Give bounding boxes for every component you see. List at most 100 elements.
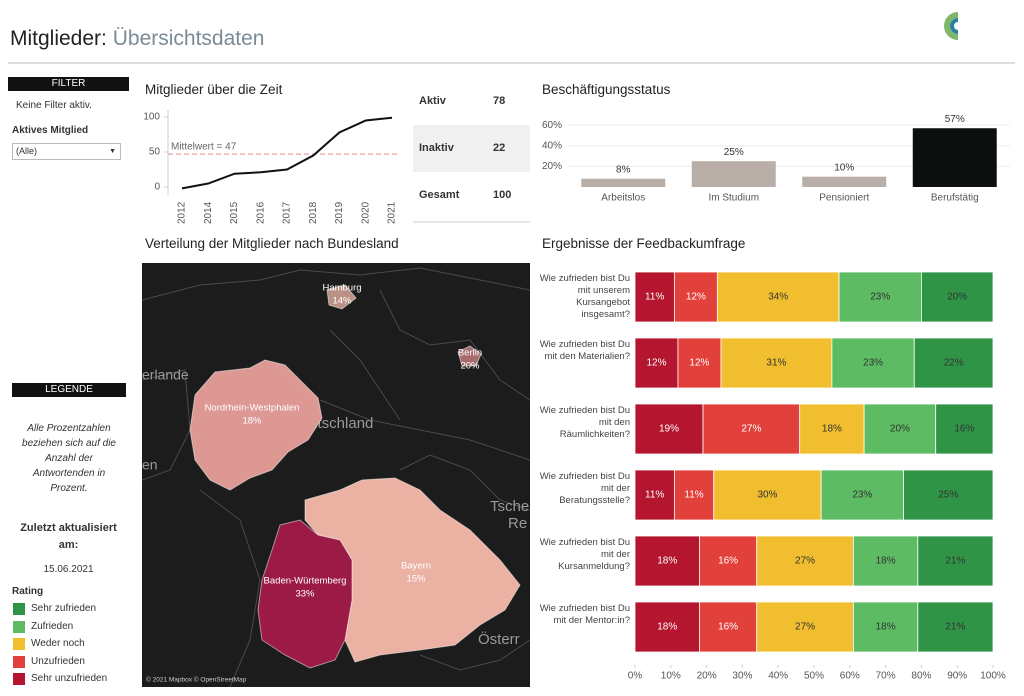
kpi-label: Aktiv xyxy=(419,95,446,107)
value-label: 31% xyxy=(766,358,786,369)
filter-heading: FILTER xyxy=(8,77,129,91)
bar xyxy=(691,161,776,187)
legend-swatch xyxy=(13,673,25,685)
value-label: 21% xyxy=(945,556,965,567)
map-background-label: Tsche xyxy=(490,498,529,515)
updated-date: 15.06.2021 xyxy=(43,564,94,575)
bar-segment xyxy=(852,535,919,587)
legend-swatch xyxy=(13,638,25,650)
x-tick-label: 2019 xyxy=(334,201,345,224)
region-value: 33% xyxy=(295,589,315,600)
value-label: 25% xyxy=(938,490,958,501)
map-region xyxy=(257,519,353,669)
x-tick-label: 2014 xyxy=(203,201,214,224)
map-region xyxy=(189,359,323,491)
kpi-row: Aktiv 78 xyxy=(413,78,530,125)
kpi-label: Inaktiv xyxy=(419,142,454,154)
value-label: 27% xyxy=(741,424,761,435)
x-tick-label: 70% xyxy=(876,671,896,682)
bar-segment xyxy=(903,469,994,521)
value-label: 18% xyxy=(657,556,677,567)
x-tick-label: 90% xyxy=(947,671,967,682)
y-tick-label: 0 xyxy=(154,182,160,193)
bar-segment xyxy=(820,469,904,521)
x-tick-label: 40% xyxy=(768,671,788,682)
x-tick-label: 2016 xyxy=(255,201,266,224)
bar-segment xyxy=(634,535,700,587)
legend-note: Alle Prozentzahlen beziehen sich auf die… xyxy=(22,423,116,494)
bar-segment xyxy=(634,469,675,521)
value-label: 30% xyxy=(757,490,777,501)
bar-segment xyxy=(935,403,994,455)
value-label: 23% xyxy=(863,358,883,369)
filter-value: (Alle) xyxy=(16,146,38,156)
value-label: 27% xyxy=(795,622,815,633)
kpi-value: 22 xyxy=(493,142,506,154)
legend-label: Zufrieden xyxy=(31,620,74,632)
value-label: 11% xyxy=(645,292,664,303)
x-tick-label: 80% xyxy=(911,671,931,682)
bar-segment xyxy=(852,601,919,653)
category-label: Wie zufrieden bist Du mit der Mentor:in? xyxy=(539,603,630,626)
value-label: 18% xyxy=(657,622,677,633)
bar-segment xyxy=(799,403,865,455)
filter-note: Keine Filter aktiv. xyxy=(16,100,92,111)
bar-segment xyxy=(756,601,854,653)
bar-segment xyxy=(702,403,801,455)
x-tick-label: 30% xyxy=(732,671,752,682)
x-tick-label: 2020 xyxy=(360,201,371,224)
chart-title: Verteilung der Mitglieder nach Bundeslan… xyxy=(145,236,399,251)
filter-label: Aktives Mitglied xyxy=(12,125,89,136)
bar-segment xyxy=(863,403,937,455)
bar-segment xyxy=(921,271,994,323)
bar-segment xyxy=(673,271,718,323)
bar-segment xyxy=(838,271,922,323)
y-tick-label: 50 xyxy=(149,147,161,158)
region-label: Hamburg xyxy=(322,283,361,294)
value-label: 16% xyxy=(718,556,738,567)
legend-swatch xyxy=(13,655,25,668)
region-label: Bayern xyxy=(401,561,431,572)
bar-segment xyxy=(699,535,758,587)
value-label: 21% xyxy=(945,622,965,633)
x-tick-label: 2015 xyxy=(229,201,240,224)
legend-label: Weder noch xyxy=(31,638,85,649)
category-label: Wie zufrieden bist Du mit der Kursanmeld… xyxy=(539,537,630,572)
value-label: 23% xyxy=(870,292,890,303)
y-tick-label: 40% xyxy=(542,140,562,151)
legend-heading: LEGENDE xyxy=(12,383,126,397)
bar-segment xyxy=(756,535,854,587)
x-tick-label: 50% xyxy=(804,671,824,682)
region-label: Nordrhein-Westphalen xyxy=(205,403,300,414)
kpi-value: 100 xyxy=(493,189,512,201)
dropdown-arrow: ▼ xyxy=(109,148,116,155)
reference-label: Mittelwert = 47 xyxy=(171,142,237,153)
value-label: 20% xyxy=(947,292,967,303)
x-tick-label: 20% xyxy=(697,671,717,682)
filter-select[interactable]: (Alle) ▼ xyxy=(12,143,121,160)
bar-segment xyxy=(913,337,994,389)
value-label: 18% xyxy=(876,556,896,567)
bar-segment xyxy=(720,337,833,389)
kpi-row: Gesamt 100 xyxy=(413,172,530,219)
value-label: 27% xyxy=(795,556,815,567)
line-series xyxy=(181,116,393,190)
value-label: 12% xyxy=(646,358,666,369)
value-label: 16% xyxy=(954,424,974,435)
legend-title: Rating xyxy=(12,586,44,597)
value-label: 12% xyxy=(689,358,709,369)
bar xyxy=(912,128,997,187)
map-region xyxy=(326,284,357,310)
x-tick-label: 60% xyxy=(840,671,860,682)
kpi-row: Inaktiv 22 xyxy=(413,125,530,172)
bar-segment xyxy=(917,601,994,653)
bar xyxy=(802,176,887,187)
chart-title: Mitglieder über die Zeit xyxy=(145,82,283,97)
value-label: 34% xyxy=(768,292,788,303)
value-label: 25% xyxy=(724,147,744,158)
bar-segment xyxy=(716,271,840,323)
legend-swatch xyxy=(13,620,25,633)
x-tick-label: Berufstätig xyxy=(931,193,979,204)
